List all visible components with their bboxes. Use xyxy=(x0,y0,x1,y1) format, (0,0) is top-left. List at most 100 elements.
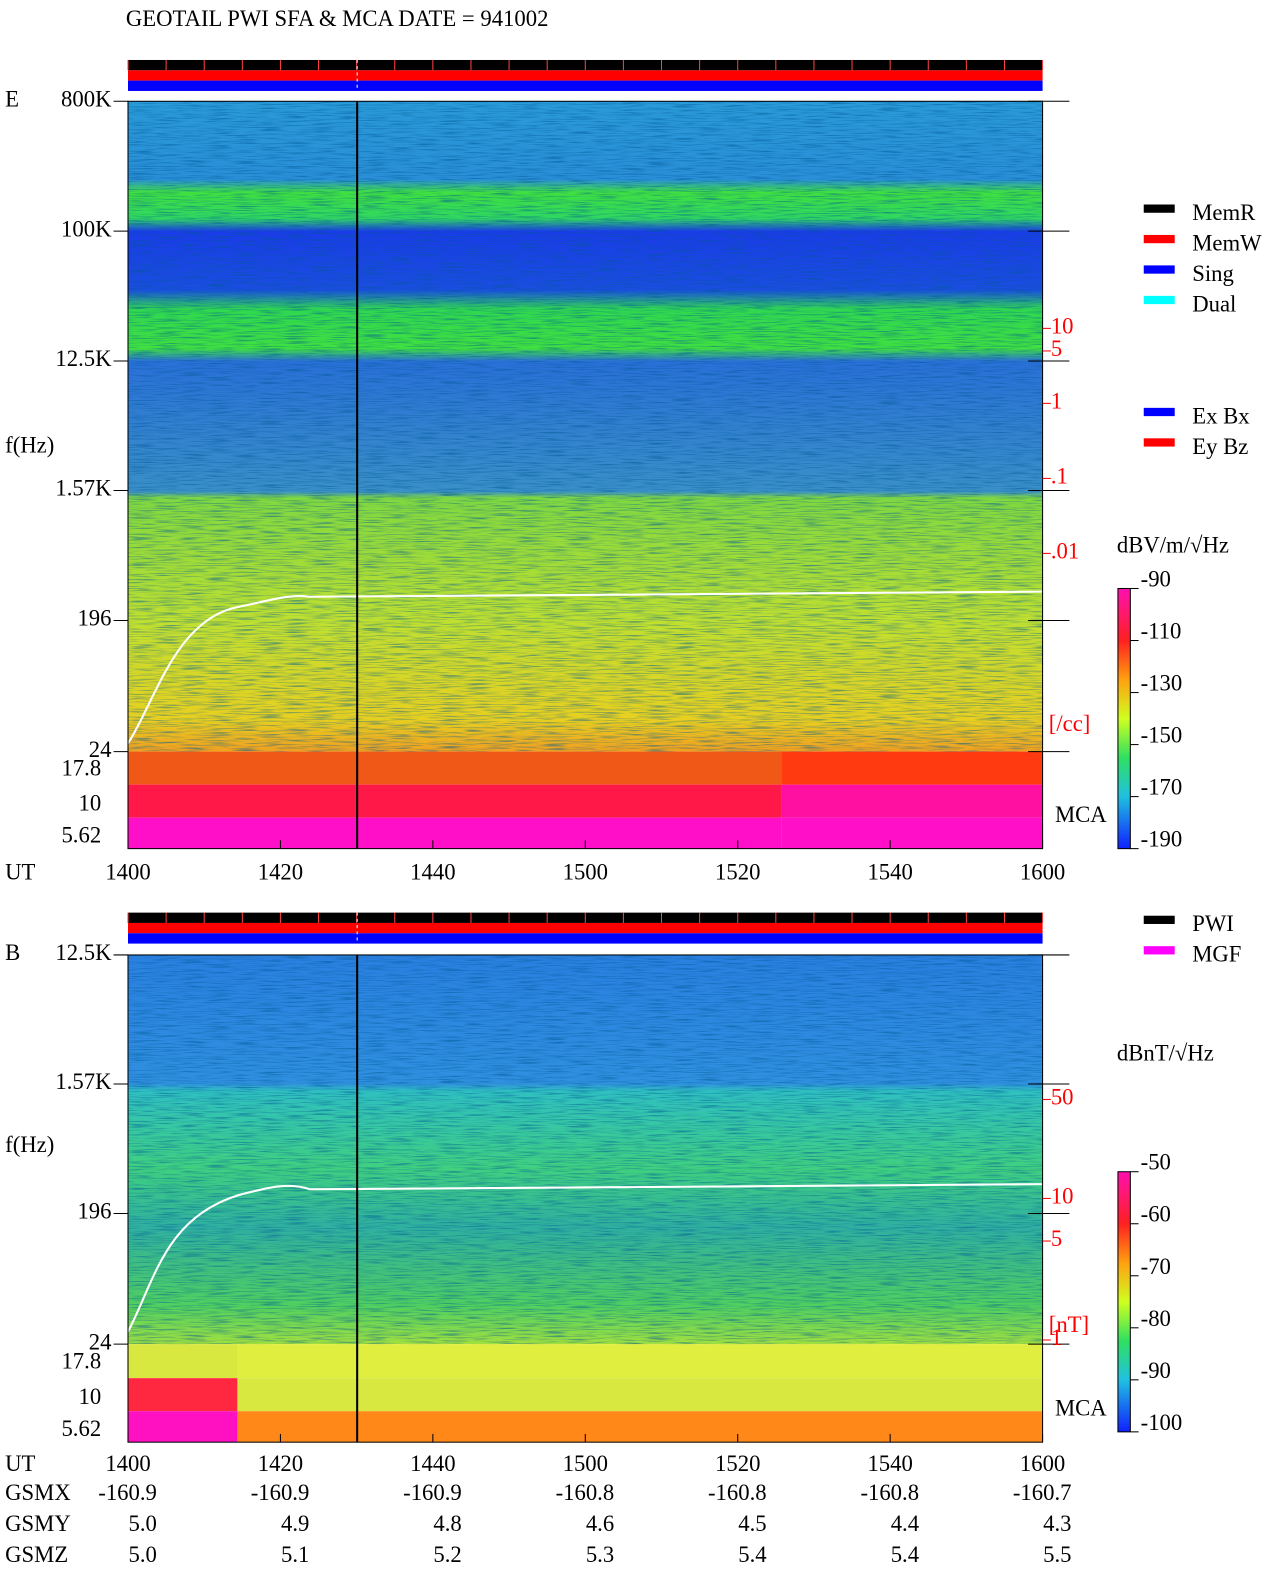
orbit-value: 5.1 xyxy=(281,1542,309,1567)
right-tick-label: 1 xyxy=(1051,1325,1062,1350)
legend-swatch xyxy=(1143,407,1175,417)
legend-label: Dual xyxy=(1192,291,1236,316)
y-tick-label: 1.57K xyxy=(55,1069,112,1094)
colorbar-tick-label: -60 xyxy=(1141,1202,1171,1227)
status-bar xyxy=(128,922,1043,934)
orbit-value: -160.8 xyxy=(556,1480,615,1505)
x-tick-label: 1440 xyxy=(410,860,455,885)
colorbar-tick-label: -150 xyxy=(1141,723,1183,748)
mca-tick-label: 17.8 xyxy=(61,1348,101,1373)
legend-label: Ey Bz xyxy=(1192,434,1248,459)
y-tick-label: 24 xyxy=(89,737,112,762)
orbit-value: 5.2 xyxy=(433,1542,461,1567)
colorbar-tick-label: -90 xyxy=(1141,566,1171,591)
orbit-value: 4.5 xyxy=(738,1511,766,1536)
legend-swatch xyxy=(1143,204,1175,213)
y-tick-label: 196 xyxy=(77,606,111,631)
colorbar-tick-label: -170 xyxy=(1141,775,1183,800)
colorbar-unit: dBV/m/√Hz xyxy=(1117,532,1229,557)
orbit-value: -160.9 xyxy=(98,1480,157,1505)
x-tick-label: 1540 xyxy=(867,860,912,885)
orbit-value: 4.4 xyxy=(891,1511,919,1536)
x-axis-label: UT xyxy=(5,860,35,885)
mca-tick-label: 10 xyxy=(78,1384,101,1409)
orbit-value: -160.8 xyxy=(860,1480,919,1505)
mca-band xyxy=(237,1344,1043,1379)
spectrogram-texture xyxy=(128,954,1043,1345)
colorbar xyxy=(1117,1171,1131,1433)
x-tick-label: 1600 xyxy=(1020,860,1065,885)
colorbar-tick-label: -80 xyxy=(1141,1306,1171,1331)
status-bar xyxy=(128,80,1043,91)
x-tick-label: 1520 xyxy=(715,1451,760,1476)
y-tick-label: 12.5K xyxy=(55,346,112,371)
title: GEOTAIL PWI SFA & MCA DATE = 941002 xyxy=(126,6,549,31)
orbit-value: -160.9 xyxy=(251,1480,310,1505)
colorbar-tick-label: -110 xyxy=(1141,619,1182,644)
orbit-value: 5.5 xyxy=(1043,1542,1071,1567)
orbit-value: 5.0 xyxy=(129,1511,157,1536)
mca-tick-label: 17.8 xyxy=(61,755,101,780)
colorbar-tick-label: -90 xyxy=(1141,1358,1171,1383)
mca-band xyxy=(237,1378,1043,1412)
mca-band xyxy=(781,817,1043,849)
right-tick-label: 5 xyxy=(1051,336,1062,361)
orbit-value: 5.4 xyxy=(891,1542,919,1567)
x-tick-label: 1520 xyxy=(715,860,760,885)
orbit-value: -160.9 xyxy=(403,1480,462,1505)
x-tick-label: 1400 xyxy=(105,860,150,885)
colorbar-unit: dBnT/√Hz xyxy=(1117,1040,1214,1065)
x-tick-label: 1500 xyxy=(563,1451,608,1476)
legend-label: Ex Bx xyxy=(1192,403,1250,428)
orbit-value: 4.6 xyxy=(586,1511,614,1536)
orbit-value: 4.8 xyxy=(433,1511,461,1536)
panel-label: E xyxy=(5,86,19,111)
y-tick-label: 12.5K xyxy=(55,940,112,965)
x-tick-label: 1420 xyxy=(258,860,303,885)
legend-swatch xyxy=(1143,295,1175,305)
plasma-line xyxy=(127,590,1043,744)
mca-tick-label: 5.62 xyxy=(61,822,101,847)
orbit-value: 5.4 xyxy=(738,1542,766,1567)
legend-label: MGF xyxy=(1192,942,1241,967)
colorbar xyxy=(1117,587,1131,850)
y-tick-label: 100K xyxy=(61,216,112,241)
x-tick-label: 1540 xyxy=(867,1451,912,1476)
mca-band xyxy=(128,1344,238,1379)
orbit-value: 5.3 xyxy=(586,1542,614,1567)
x-tick-label: 1600 xyxy=(1020,1451,1065,1476)
y-tick-label: 800K xyxy=(61,86,112,111)
y-tick-label: 196 xyxy=(77,1199,111,1224)
mca-band xyxy=(128,784,782,818)
legend-swatch xyxy=(1143,234,1175,244)
mca-band xyxy=(128,1378,238,1412)
right-unit: [/cc] xyxy=(1049,711,1091,736)
legend-label: MemR xyxy=(1192,200,1256,225)
freq-label: f(Hz) xyxy=(5,1132,54,1157)
mca-tick-label: 10 xyxy=(78,790,101,815)
panel-label: B xyxy=(5,940,20,965)
y-tick-label: 1.57K xyxy=(55,476,112,501)
orbit-value: 4.3 xyxy=(1043,1511,1071,1536)
orbit-value: 5.0 xyxy=(129,1542,157,1567)
orbit-value: -160.8 xyxy=(708,1480,767,1505)
orbit-label: GSMZ xyxy=(5,1542,68,1567)
x-tick-label: 1420 xyxy=(258,1451,303,1476)
colorbar-tick-label: -50 xyxy=(1141,1150,1171,1175)
right-tick-label: .1 xyxy=(1051,464,1068,489)
mca-band xyxy=(128,817,782,849)
mca-band xyxy=(128,751,782,785)
mca-band xyxy=(781,751,1043,785)
mca-band xyxy=(781,784,1043,818)
x-tick-label: 1500 xyxy=(563,860,608,885)
orbit-value: -160.7 xyxy=(1013,1480,1072,1505)
colorbar-tick-label: -100 xyxy=(1141,1410,1183,1435)
status-bar xyxy=(128,933,1043,944)
status-bar xyxy=(128,70,1043,81)
mca-band xyxy=(237,1411,1043,1443)
freq-label: f(Hz) xyxy=(5,432,54,457)
colorbar-tick-label: -130 xyxy=(1141,671,1183,696)
orbit-label: GSMY xyxy=(5,1511,71,1536)
y-tick-label: 24 xyxy=(89,1329,112,1354)
right-tick-label: .01 xyxy=(1051,539,1079,564)
